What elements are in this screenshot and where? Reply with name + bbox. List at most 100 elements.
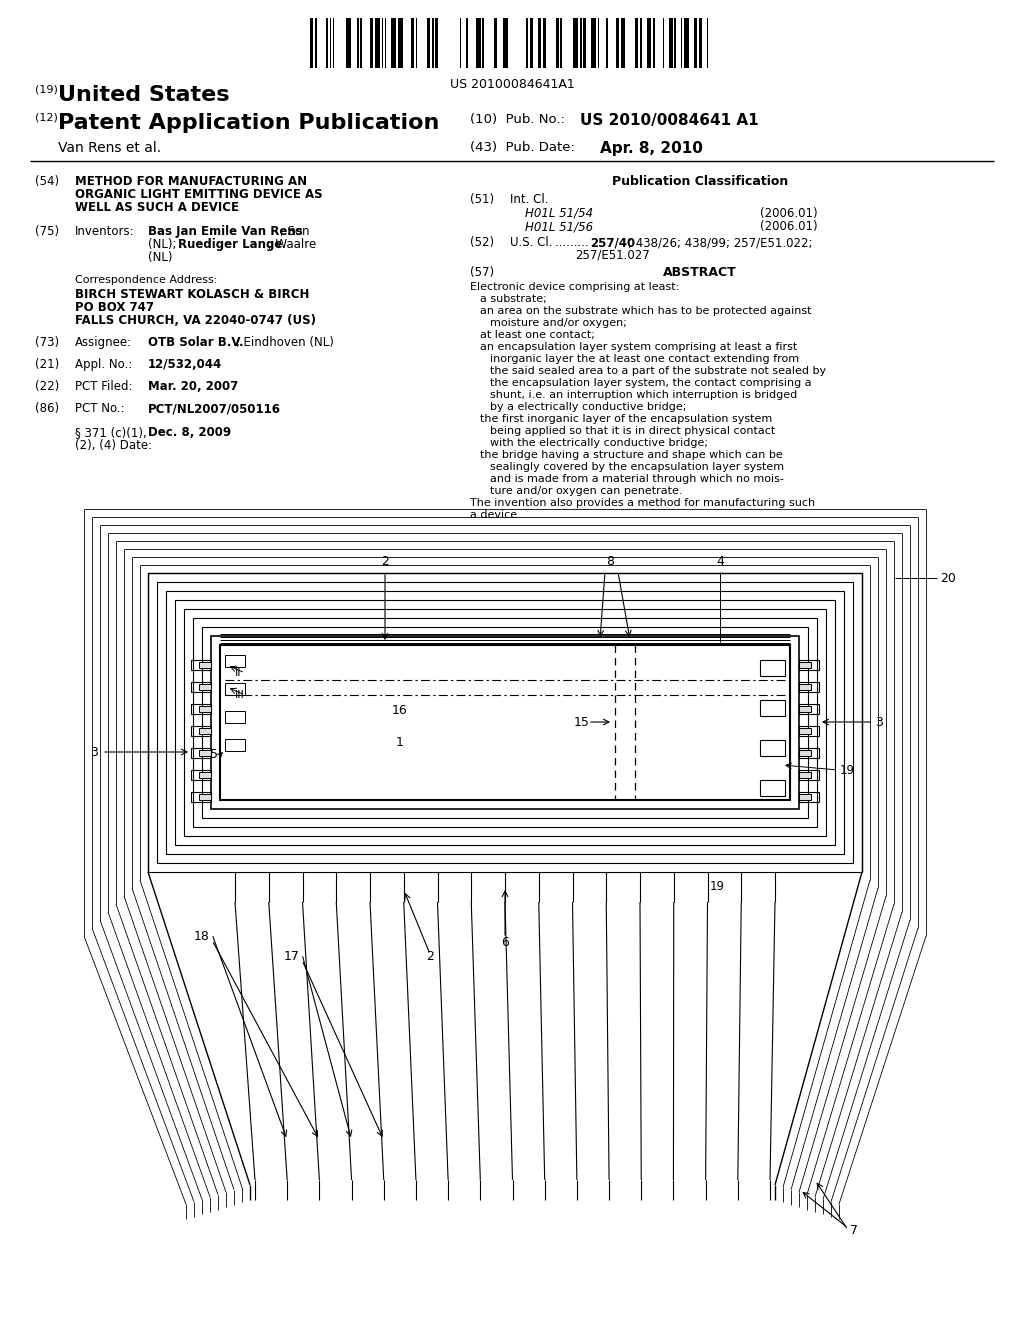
Bar	[148, 573, 862, 873]
Bar	[333, 18, 335, 69]
Text: (22): (22)	[35, 380, 59, 393]
Bar	[191, 660, 211, 671]
Text: at least one contact;: at least one contact;	[480, 330, 595, 341]
Bar	[191, 748, 211, 758]
Bar	[199, 795, 211, 800]
Text: US 20100084641A1: US 20100084641A1	[450, 78, 574, 91]
Bar	[476, 18, 480, 69]
Bar	[382, 18, 383, 69]
Bar	[157, 582, 853, 863]
Text: the first inorganic layer of the encapsulation system: the first inorganic layer of the encapsu…	[480, 414, 772, 424]
Text: , Waalre: , Waalre	[268, 238, 316, 251]
Text: WELL AS SUCH A DEVICE: WELL AS SUCH A DEVICE	[75, 201, 239, 214]
Bar	[199, 750, 211, 756]
Text: an area on the substrate which has to be protected against: an area on the substrate which has to be…	[480, 306, 811, 315]
Text: ; 438/26; 438/99; 257/E51.022;: ; 438/26; 438/99; 257/E51.022;	[628, 236, 812, 249]
Bar	[653, 18, 654, 69]
Bar	[199, 729, 211, 734]
Text: 15: 15	[574, 715, 590, 729]
Text: 17: 17	[284, 950, 300, 964]
Bar	[220, 645, 790, 800]
Text: Van Rens et al.: Van Rens et al.	[58, 141, 161, 154]
Text: a substrate;: a substrate;	[480, 294, 547, 304]
Bar	[411, 18, 414, 69]
Text: with the electrically conductive bridge;: with the electrically conductive bridge;	[490, 438, 708, 447]
Bar	[635, 18, 638, 69]
Text: 6: 6	[501, 936, 509, 949]
Text: ture and/or oxygen can penetrate.: ture and/or oxygen can penetrate.	[490, 486, 683, 496]
Bar	[385, 18, 386, 69]
Bar	[799, 729, 811, 734]
Text: ORGANIC LIGHT EMITTING DEVICE AS: ORGANIC LIGHT EMITTING DEVICE AS	[75, 187, 323, 201]
Bar	[556, 18, 559, 69]
Text: Mar. 20, 2007: Mar. 20, 2007	[148, 380, 239, 393]
Bar	[370, 18, 374, 69]
Bar	[529, 18, 532, 69]
Bar	[314, 18, 316, 69]
Bar	[799, 750, 811, 756]
Text: ABSTRACT: ABSTRACT	[664, 267, 737, 279]
Bar	[397, 18, 402, 69]
Text: (52): (52)	[470, 236, 495, 249]
Bar	[543, 18, 546, 69]
Text: PCT/NL2007/050116: PCT/NL2007/050116	[148, 403, 281, 414]
Text: FALLS CHURCH, VA 22040-0747 (US): FALLS CHURCH, VA 22040-0747 (US)	[75, 314, 316, 327]
Text: sealingly covered by the encapsulation layer system: sealingly covered by the encapsulation l…	[490, 462, 784, 473]
Text: 3: 3	[874, 715, 883, 729]
Bar	[191, 704, 211, 714]
Bar	[460, 18, 461, 69]
Text: Ruediger Lange: Ruediger Lange	[178, 238, 283, 251]
Bar	[199, 663, 211, 668]
Text: 1: 1	[396, 735, 403, 748]
Text: the encapsulation layer system, the contact comprising a: the encapsulation layer system, the cont…	[490, 378, 812, 388]
Bar	[199, 706, 211, 711]
Bar	[760, 660, 785, 676]
Bar	[360, 18, 362, 69]
Text: US 2010/0084641 A1: US 2010/0084641 A1	[580, 114, 759, 128]
Text: the said sealed area to a part of the substrate not sealed by: the said sealed area to a part of the su…	[490, 366, 826, 376]
Bar	[346, 18, 350, 69]
Text: Electronic device comprising at least:: Electronic device comprising at least:	[470, 282, 679, 292]
Text: III: III	[234, 690, 245, 700]
Bar	[640, 18, 642, 69]
Bar	[799, 704, 819, 714]
Bar	[621, 18, 626, 69]
Text: (NL);: (NL);	[148, 238, 180, 251]
Bar	[598, 18, 599, 69]
Text: (12): (12)	[35, 114, 58, 123]
Bar	[799, 770, 819, 780]
Text: U.S. Cl.: U.S. Cl.	[510, 236, 553, 249]
Text: (73): (73)	[35, 337, 59, 348]
Bar	[466, 18, 468, 69]
Text: OTB Solar B.V.: OTB Solar B.V.	[148, 337, 244, 348]
Text: 2: 2	[426, 950, 434, 964]
Bar	[698, 18, 701, 69]
Bar	[416, 18, 418, 69]
Text: 3: 3	[90, 746, 98, 759]
Text: § 371 (c)(1),: § 371 (c)(1),	[75, 426, 146, 440]
Text: Dec. 8, 2009: Dec. 8, 2009	[148, 426, 231, 440]
Bar	[327, 18, 328, 69]
Text: (86): (86)	[35, 403, 59, 414]
Text: 18: 18	[195, 931, 210, 944]
Text: an encapsulation layer system comprising at least a first: an encapsulation layer system comprising…	[480, 342, 798, 352]
Bar	[799, 663, 811, 668]
Text: (10)  Pub. No.:: (10) Pub. No.:	[470, 114, 573, 125]
Text: 20: 20	[940, 572, 955, 585]
Bar	[573, 18, 579, 69]
Text: and is made from a material through which no mois-: and is made from a material through whic…	[490, 474, 784, 484]
Bar	[684, 18, 689, 69]
Bar	[494, 18, 497, 69]
Bar	[799, 726, 819, 737]
Text: Apr. 8, 2010: Apr. 8, 2010	[600, 141, 702, 156]
Bar	[606, 18, 607, 69]
Bar	[670, 18, 673, 69]
Bar	[435, 18, 438, 69]
Text: Inventors:: Inventors:	[75, 224, 134, 238]
Bar	[681, 18, 682, 69]
Text: (57): (57)	[470, 267, 495, 279]
Bar	[584, 18, 587, 69]
Text: 4: 4	[716, 554, 724, 568]
Bar	[310, 18, 313, 69]
Bar	[799, 660, 819, 671]
